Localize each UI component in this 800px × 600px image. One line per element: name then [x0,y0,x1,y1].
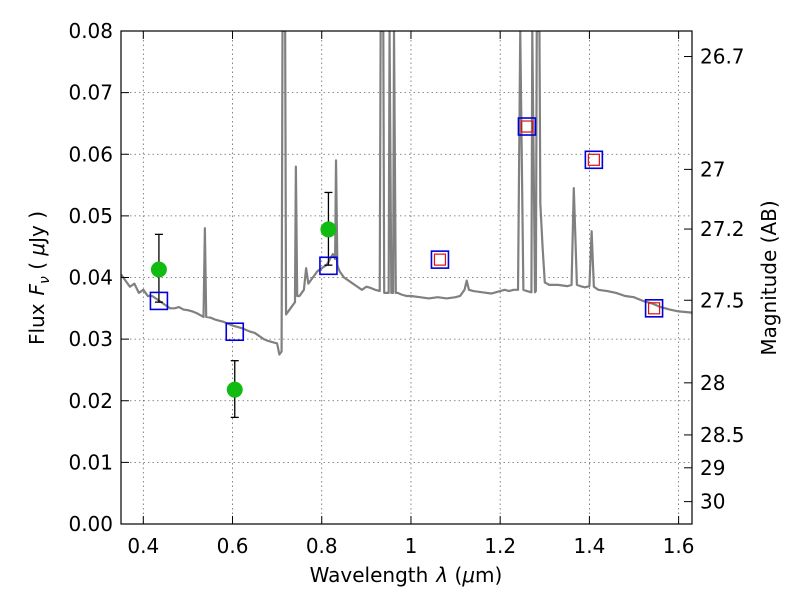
y-tick-label: 0.05 [68,204,113,228]
right-tick-label: 28.5 [700,423,745,447]
grid [121,30,692,525]
y-tick-label: 0.01 [68,450,113,474]
observed-points [150,221,337,398]
observed-point [150,261,167,278]
model-square [584,150,604,170]
right-tick-label: 27 [700,157,725,181]
model-square [319,256,338,276]
x-tick-label: 1.2 [484,534,516,558]
model-square [517,117,537,136]
right-tick-label: 30 [700,490,725,514]
y-tick-label: 0.03 [68,327,113,351]
x-axis-label: Wavelength λ (μm) [310,563,503,587]
right-tick-label: 26.7 [700,45,745,69]
right-tick-label: 29 [700,456,725,480]
right-axis-label: Magnitude (AB) [757,200,781,355]
model-inner-square [647,302,661,315]
right-tick-labels: 26.7 27 27.2 27.5 28 28.5 29 30 [700,45,745,514]
model-square [644,299,664,318]
x-tick-label: 1 [405,534,418,558]
y-tick-label: 0.07 [68,81,113,105]
model-squares [149,117,664,342]
x-tick-label: 0.8 [306,534,338,558]
y-tick-label: 0.06 [68,142,113,166]
axis-ticks [121,30,692,525]
model-inner-square [520,120,534,133]
right-tick-label: 28 [700,371,725,395]
right-tick-label: 27.2 [700,217,745,241]
y-axis-label: FluxFν ( μJy ) [25,211,53,345]
spectrum-line [121,31,692,356]
x-tick-label: 0.4 [127,534,159,558]
y-tick-label: 0.00 [68,512,113,536]
model-square [225,322,245,342]
y-tick-label: 0.02 [68,389,113,413]
x-tick-label: 1.4 [573,534,605,558]
x-tick-label: 0.6 [217,534,249,558]
model-square [430,250,450,269]
observed-point [320,221,337,238]
model-inner-square [433,253,447,266]
y-tick-label: 0.08 [68,19,113,43]
observed-error-bars [154,191,333,419]
model-square [149,291,169,311]
model-inner-square [587,153,600,166]
spectrum-series [121,31,692,356]
right-tick-label: 27.5 [700,288,745,312]
y-tick-label: 0.04 [68,266,113,290]
observed-point [226,381,243,398]
x-tick-label: 1.6 [663,534,695,558]
y-tick-labels: 0.00 0.01 0.02 0.03 0.04 0.05 0.06 0.07 0.08 [68,19,113,536]
x-tick-labels: 0.4 0.6 0.8 1 1.2 1.4 1.6 [127,534,694,558]
